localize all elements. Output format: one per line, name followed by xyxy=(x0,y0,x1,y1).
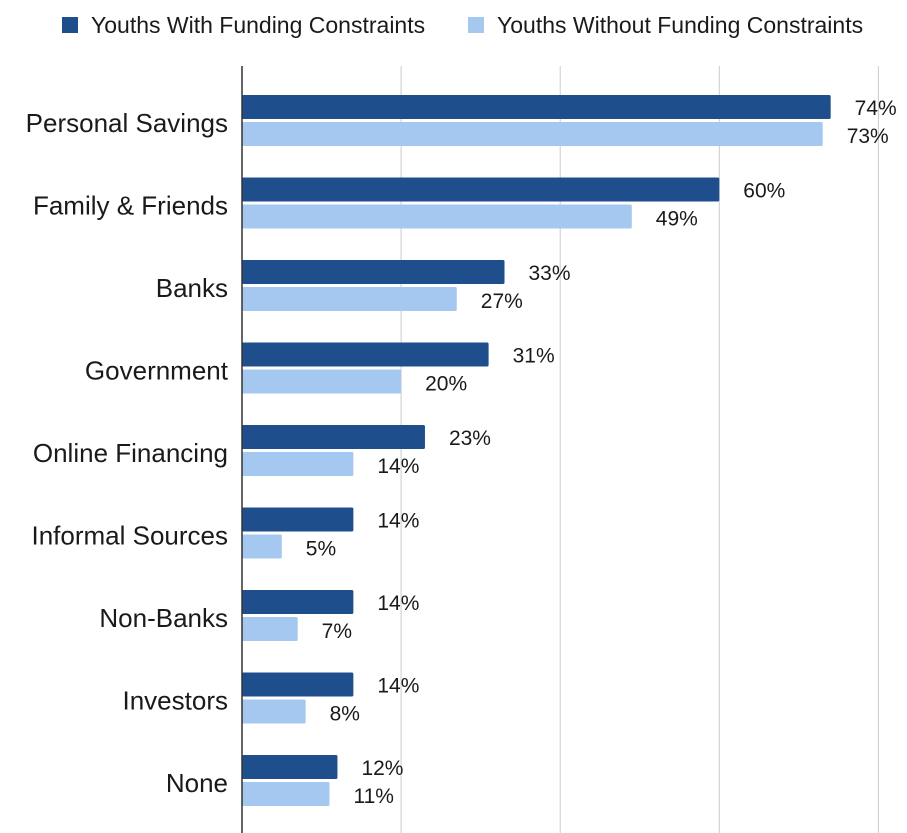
data-label-series-2: 11% xyxy=(354,785,394,808)
bar-series-1 xyxy=(242,672,354,697)
category-label: Informal Sources xyxy=(31,521,228,551)
data-label-series-2: 20% xyxy=(425,373,467,396)
bar-series-2 xyxy=(242,452,354,476)
category-label: Online Financing xyxy=(33,438,228,468)
data-label-series-1: 12% xyxy=(361,757,403,780)
category-label: Banks xyxy=(156,273,228,303)
bar-series-2 xyxy=(242,287,457,311)
data-label-series-1: 31% xyxy=(513,345,555,368)
legend-swatch-series-1 xyxy=(62,17,78,33)
bar-series-1 xyxy=(242,755,338,779)
bar-series-1 xyxy=(242,425,425,449)
legend-label-series-2: Youths Without Funding Constraints xyxy=(497,12,863,38)
category-label: Investors xyxy=(123,686,229,716)
bar-series-2 xyxy=(242,617,298,641)
data-label-series-2: 49% xyxy=(656,208,698,231)
bar-series-2 xyxy=(242,369,402,394)
data-label-series-2: 7% xyxy=(322,620,352,643)
bar-series-1 xyxy=(242,342,489,367)
data-label-series-1: 74% xyxy=(855,97,897,120)
category-label: Family & Friends xyxy=(33,191,228,221)
category-label: Government xyxy=(85,356,229,386)
legend-label-series-1: Youths With Funding Constraints xyxy=(91,12,425,38)
data-label-series-2: 73% xyxy=(847,125,889,148)
data-label-series-1: 14% xyxy=(377,675,419,698)
bar-series-1 xyxy=(242,590,354,614)
data-label-series-2: 14% xyxy=(377,455,419,478)
data-label-series-1: 14% xyxy=(377,592,419,615)
category-label: None xyxy=(166,768,228,798)
data-label-series-2: 27% xyxy=(481,290,523,313)
data-label-series-1: 14% xyxy=(377,510,419,533)
legend: Youths With Funding Constraints Youths W… xyxy=(62,12,863,38)
data-label-series-1: 33% xyxy=(529,262,571,285)
category-label: Non-Banks xyxy=(99,603,228,633)
bar-series-2 xyxy=(242,782,330,806)
bar-series-2 xyxy=(242,204,632,229)
bar-series-1 xyxy=(242,177,720,202)
bars xyxy=(242,95,831,806)
bar-series-1 xyxy=(242,95,831,119)
bar-series-2 xyxy=(242,534,282,559)
category-labels: Personal Savings Family & Friends Banks Gov… xyxy=(26,108,229,798)
bar-series-2 xyxy=(242,122,823,146)
bar-series-1 xyxy=(242,260,505,284)
value-labels: 74% 73% 60% 49% 33% 27% 31% 20% 23% 14% 14% 5% 14% 7%… xyxy=(306,97,897,808)
data-label-series-1: 23% xyxy=(449,427,491,450)
data-label-series-1: 60% xyxy=(743,180,785,203)
bar-series-1 xyxy=(242,507,354,532)
data-label-series-2: 5% xyxy=(306,538,336,561)
category-label: Personal Savings xyxy=(26,108,228,138)
legend-swatch-series-2 xyxy=(468,17,484,33)
bar-series-2 xyxy=(242,699,306,724)
data-label-series-2: 8% xyxy=(330,703,360,726)
